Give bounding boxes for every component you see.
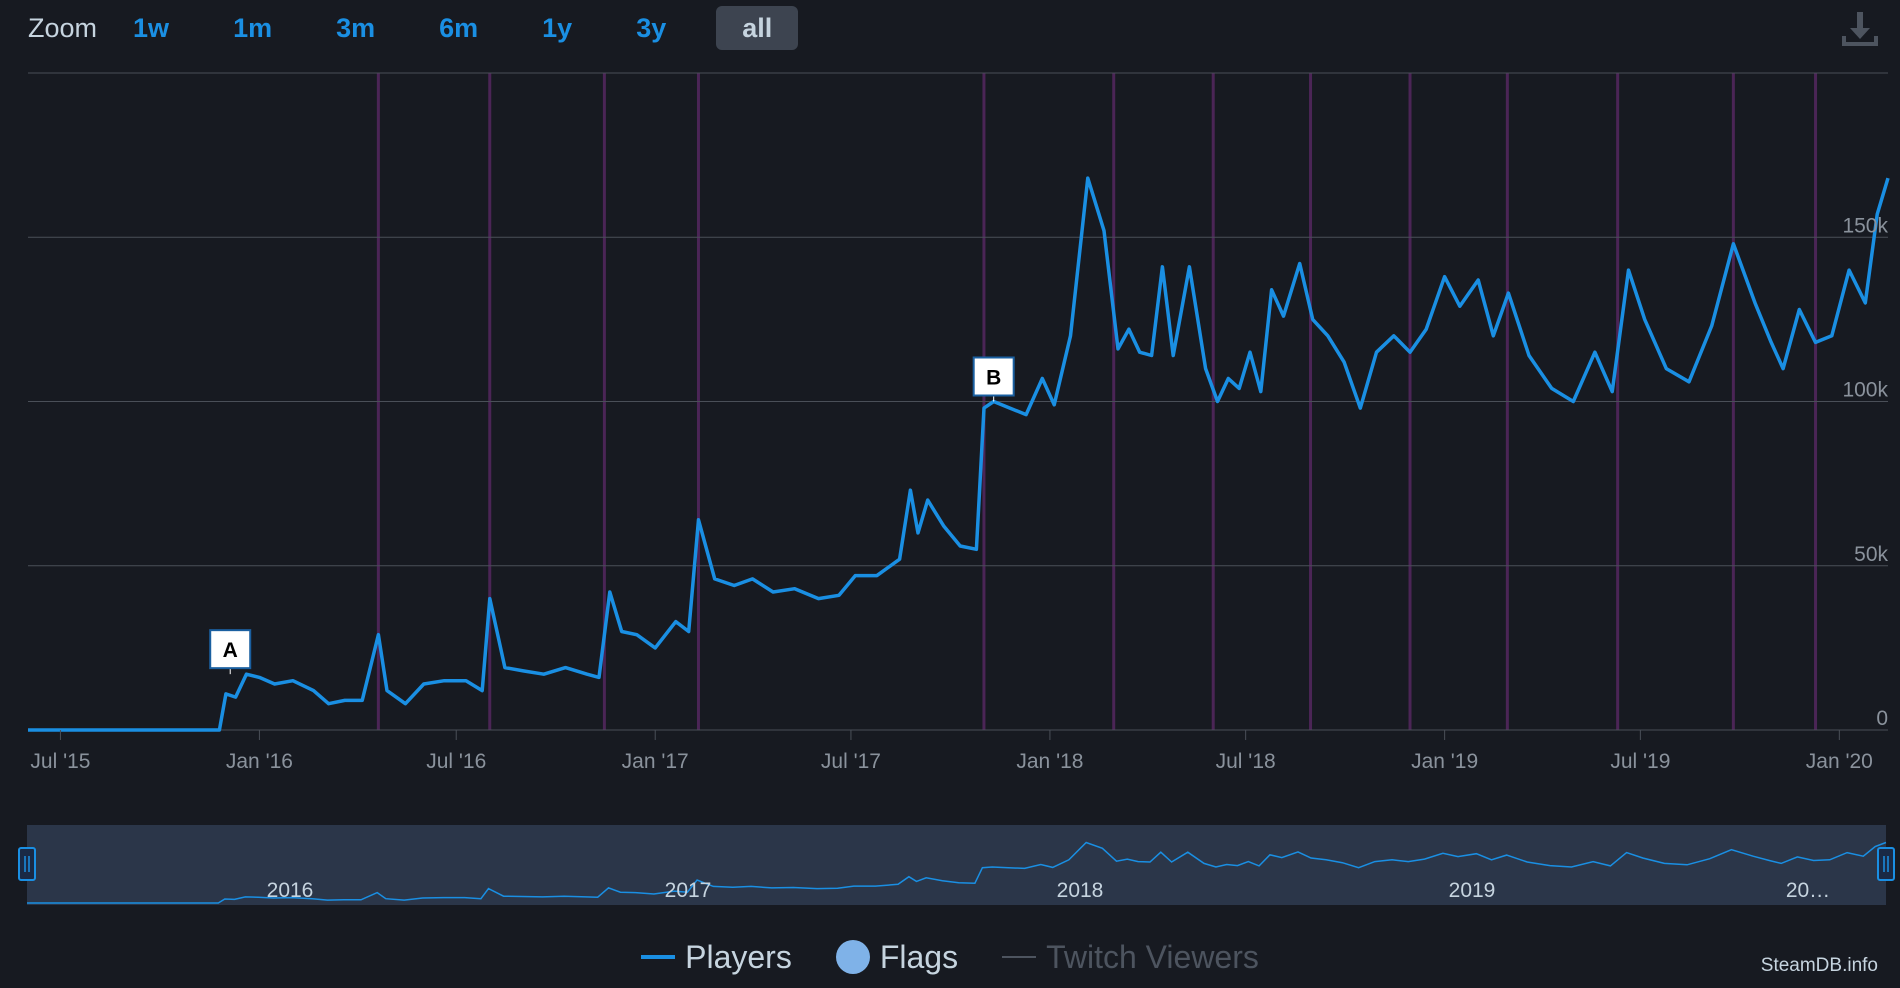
flag-label-1: B	[986, 367, 1001, 390]
players-line-icon	[641, 955, 676, 959]
x-tick-label-4: Jul '17	[821, 750, 881, 773]
players-series-line	[28, 176, 1890, 732]
series-layer	[28, 176, 1890, 732]
legend-twitch[interactable]: Twitch Viewers	[1002, 939, 1259, 976]
navigator-tick-label-2: 2018	[1057, 879, 1104, 902]
flags-dot-icon	[835, 940, 870, 974]
y-tick-label-2: 100k	[1842, 379, 1888, 402]
navigator-tick-label-3: 2019	[1449, 879, 1496, 902]
handle-box-icon	[18, 847, 36, 881]
twitch-line-icon	[1002, 956, 1037, 958]
y-tick-label-1: 50k	[1854, 543, 1888, 566]
flag-box-0	[209, 629, 252, 670]
legend-players[interactable]: Players	[641, 939, 792, 976]
navigator-right-handle[interactable]	[1877, 847, 1895, 881]
zoom-1m-button[interactable]: 1m	[233, 13, 273, 43]
zoom-1y-button[interactable]: 1y	[542, 13, 573, 43]
navigator-tick-label-4: 20…	[1786, 879, 1830, 902]
legend: Players Flags Twitch Viewers	[0, 935, 1900, 979]
navigator-left-handle[interactable]	[18, 847, 36, 881]
zoom-bar: Zoom 1w 1m 3m 6m 1y 3y all	[28, 6, 834, 50]
x-tick-label-8: Jul '19	[1610, 750, 1670, 773]
grid-lines	[28, 72, 1888, 731]
zoom-1w-button[interactable]: 1w	[133, 13, 170, 43]
y-tick-label-0: 0	[1876, 707, 1888, 730]
navigator-series-line	[27, 841, 1887, 904]
flag-label-0: A	[223, 639, 238, 662]
x-tick-label-1: Jan '16	[226, 750, 293, 773]
legend-flags-label: Flags	[879, 938, 959, 975]
x-tick-label-7: Jan '19	[1411, 750, 1478, 773]
flag-box-1	[972, 356, 1015, 397]
x-tick-label-5: Jan '18	[1016, 750, 1083, 773]
zoom-all-button[interactable]: all	[716, 6, 799, 50]
x-tick-label-3: Jan '17	[622, 750, 689, 773]
zoom-6m-button[interactable]: 6m	[439, 13, 479, 43]
x-tick-label-0: Jul '15	[30, 750, 90, 773]
navigator[interactable]: 2016 2017 2018 2019 20…	[18, 825, 1895, 905]
axis-labels: 0 50k 100k 150k Jul '15 Jan '16 Jul '16 Jan '17…	[30, 214, 1888, 773]
flags-layer: AB	[209, 356, 1015, 675]
legend-twitch-label: Twitch Viewers	[1046, 938, 1259, 975]
navigator-mask	[27, 825, 1886, 905]
y-tick-label-3: 150k	[1842, 214, 1888, 237]
legend-flags[interactable]: Flags	[835, 938, 959, 976]
legend-players-label: Players	[685, 938, 792, 975]
steamdb-credit: SteamDB.info	[1760, 955, 1878, 976]
navigator-tick-label-0: 2016	[267, 879, 314, 902]
x-tick-label-2: Jul '16	[426, 750, 486, 773]
zoom-3y-button[interactable]: 3y	[636, 13, 667, 43]
download-icon[interactable]	[1840, 8, 1880, 48]
zoom-label: Zoom	[28, 12, 98, 43]
navigator-tick-label-1: 2017	[665, 879, 712, 902]
x-tick-label-9: Jan '20	[1806, 750, 1873, 773]
zoom-3m-button[interactable]: 3m	[336, 13, 376, 43]
handle-box-icon	[1877, 847, 1895, 881]
x-tick-label-6: Jul '18	[1216, 750, 1276, 773]
